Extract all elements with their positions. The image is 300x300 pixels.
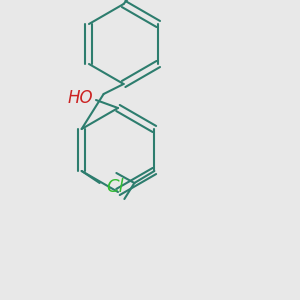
Text: Cl: Cl (106, 178, 123, 196)
Text: HO: HO (67, 89, 93, 107)
